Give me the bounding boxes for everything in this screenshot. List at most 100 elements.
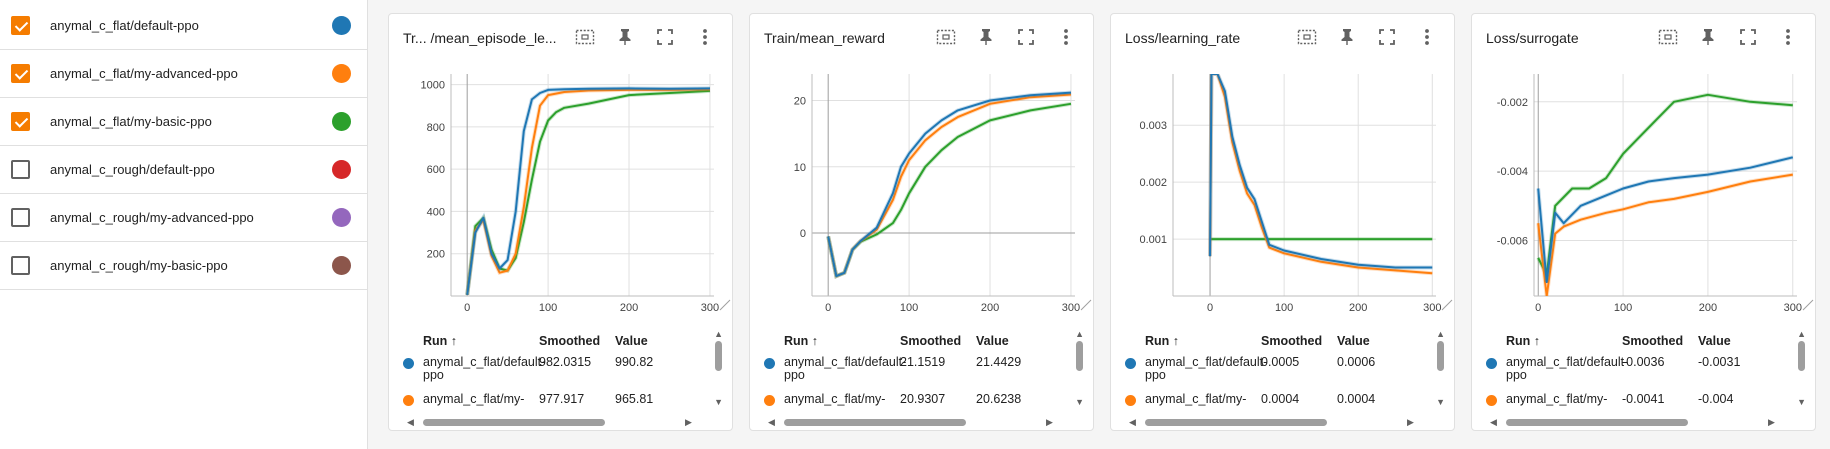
- pin-button[interactable]: [974, 27, 998, 51]
- run-checkbox[interactable]: [11, 64, 30, 83]
- fullscreen-button[interactable]: [1736, 27, 1760, 51]
- table-header-value[interactable]: Value: [615, 334, 648, 348]
- table-header-smoothed[interactable]: Smoothed: [900, 334, 962, 348]
- run-row[interactable]: anymal_c_flat/default-ppo: [0, 2, 367, 50]
- series-line: [1537, 173, 1793, 296]
- run-checkbox[interactable]: [11, 160, 30, 179]
- scroll-up-arrow[interactable]: ▲: [1797, 329, 1806, 339]
- table-cell-smoothed: 982.0315: [539, 355, 592, 369]
- run-checkbox[interactable]: [11, 16, 30, 35]
- scroll-right-arrow[interactable]: ▶: [1768, 417, 1775, 427]
- pin-icon: [1700, 28, 1716, 51]
- table-header-smoothed[interactable]: Smoothed: [539, 334, 601, 348]
- run-color-swatch[interactable]: [332, 112, 351, 131]
- chart-plot[interactable]: 200 400 600 800 1000 0 100 200 300: [389, 54, 734, 314]
- run-row[interactable]: anymal_c_rough/default-ppo: [0, 146, 367, 194]
- horizontal-scrollbar[interactable]: [1506, 419, 1688, 426]
- scroll-up-arrow[interactable]: ▲: [714, 329, 723, 339]
- chart-plot[interactable]: -0.006 -0.004 -0.002 0 100 200 300: [1472, 54, 1817, 314]
- scroll-down-arrow[interactable]: ▼: [1075, 397, 1084, 407]
- table-header-run[interactable]: Run ↑: [784, 334, 819, 348]
- pin-button[interactable]: [613, 27, 637, 51]
- run-color-swatch[interactable]: [332, 64, 351, 83]
- run-color-swatch[interactable]: [332, 256, 351, 275]
- scroll-left-arrow[interactable]: ◀: [1129, 417, 1136, 427]
- fullscreen-icon: [1740, 28, 1756, 50]
- scroll-left-arrow[interactable]: ◀: [407, 417, 414, 427]
- vertical-scrollbar[interactable]: [1076, 341, 1083, 371]
- series-raw-line: [1536, 92, 1793, 283]
- horizontal-scrollbar[interactable]: [1145, 419, 1327, 426]
- resize-handle: [1080, 299, 1092, 311]
- fit-domain-button[interactable]: [934, 27, 958, 51]
- table-header-value[interactable]: Value: [976, 334, 1009, 348]
- table-header-smoothed[interactable]: Smoothed: [1622, 334, 1684, 348]
- fullscreen-button[interactable]: [653, 27, 677, 51]
- chart-plot[interactable]: 0.001 0.002 0.003 0 100 200 300: [1111, 54, 1456, 314]
- run-color-swatch[interactable]: [332, 160, 351, 179]
- table-header-run[interactable]: Run ↑: [423, 334, 458, 348]
- pin-button[interactable]: [1696, 27, 1720, 51]
- scroll-left-arrow[interactable]: ◀: [768, 417, 775, 427]
- run-color-dot: [1125, 358, 1136, 369]
- table-cell-value: -0.0031: [1698, 355, 1741, 369]
- run-selector-sidebar: anymal_c_flat/default-ppo anymal_c_flat/…: [0, 0, 368, 449]
- table-header-value[interactable]: Value: [1698, 334, 1731, 348]
- chart-card: Loss/learning_rate 0.001 0.002 0.003 0 100 200…: [1110, 13, 1455, 431]
- fit-domain-button[interactable]: [1295, 27, 1319, 51]
- vertical-scrollbar[interactable]: [1437, 341, 1444, 371]
- scroll-down-arrow[interactable]: ▼: [714, 397, 723, 407]
- table-header-smoothed[interactable]: Smoothed: [1261, 334, 1323, 348]
- run-color-swatch[interactable]: [332, 16, 351, 35]
- horizontal-scrollbar[interactable]: [784, 419, 966, 426]
- table-cell-run: anymal_c_flat/my-: [1145, 392, 1247, 406]
- scroll-right-arrow[interactable]: ▶: [685, 417, 692, 427]
- scroll-down-arrow[interactable]: ▼: [1436, 397, 1445, 407]
- table-header-value[interactable]: Value: [1337, 334, 1370, 348]
- more-vert-button[interactable]: [1776, 27, 1800, 51]
- vertical-scrollbar[interactable]: [715, 341, 722, 371]
- series-line: [1537, 93, 1793, 277]
- vertical-scrollbar[interactable]: [1798, 341, 1805, 371]
- scroll-right-arrow[interactable]: ▶: [1407, 417, 1414, 427]
- scroll-right-arrow[interactable]: ▶: [1046, 417, 1053, 427]
- run-row[interactable]: anymal_c_rough/my-basic-ppo: [0, 242, 367, 290]
- run-color-dot: [1486, 395, 1497, 406]
- pin-button[interactable]: [1335, 27, 1359, 51]
- series-line: [1537, 156, 1794, 284]
- more-vert-button[interactable]: [1054, 27, 1078, 51]
- fit-domain-button[interactable]: [573, 27, 597, 51]
- scroll-up-arrow[interactable]: ▲: [1436, 329, 1445, 339]
- run-checkbox[interactable]: [11, 256, 30, 275]
- table-header-run[interactable]: Run ↑: [1145, 334, 1180, 348]
- x-tick-label: 300: [1062, 302, 1080, 314]
- x-tick-label: 100: [1614, 302, 1632, 314]
- run-row[interactable]: anymal_c_flat/my-advanced-ppo: [0, 50, 367, 98]
- fit-domain-icon: [936, 29, 956, 50]
- table-header-run[interactable]: Run ↑: [1506, 334, 1541, 348]
- fullscreen-button[interactable]: [1014, 27, 1038, 51]
- y-tick-label: 200: [427, 249, 445, 261]
- x-tick-label: 100: [900, 302, 918, 314]
- data-table: Run ↑ Smoothed Value anymal_c_flat/default-…: [389, 319, 734, 432]
- scroll-down-arrow[interactable]: ▼: [1797, 397, 1806, 407]
- run-row[interactable]: anymal_c_flat/my-basic-ppo: [0, 98, 367, 146]
- table-cell-value: 0.0004: [1337, 392, 1376, 406]
- run-checkbox[interactable]: [11, 208, 30, 227]
- more-vert-button[interactable]: [1415, 27, 1439, 51]
- horizontal-scrollbar[interactable]: [423, 419, 605, 426]
- y-tick-label: 0.001: [1139, 234, 1167, 246]
- fullscreen-button[interactable]: [1375, 27, 1399, 51]
- resize-handle: [1802, 299, 1814, 311]
- run-color-swatch[interactable]: [332, 208, 351, 227]
- scroll-left-arrow[interactable]: ◀: [1490, 417, 1497, 427]
- run-row[interactable]: anymal_c_rough/my-advanced-ppo: [0, 194, 367, 242]
- table-cell-run-cont: ppo: [1145, 368, 1166, 382]
- run-checkbox[interactable]: [11, 112, 30, 131]
- fit-domain-button[interactable]: [1656, 27, 1680, 51]
- more-vert-button[interactable]: [693, 27, 717, 51]
- chart-card: Loss/surrogate -0.006 -0.004 -0.002 0 100 200 3…: [1471, 13, 1816, 431]
- x-tick-label: 300: [1784, 302, 1802, 314]
- scroll-up-arrow[interactable]: ▲: [1075, 329, 1084, 339]
